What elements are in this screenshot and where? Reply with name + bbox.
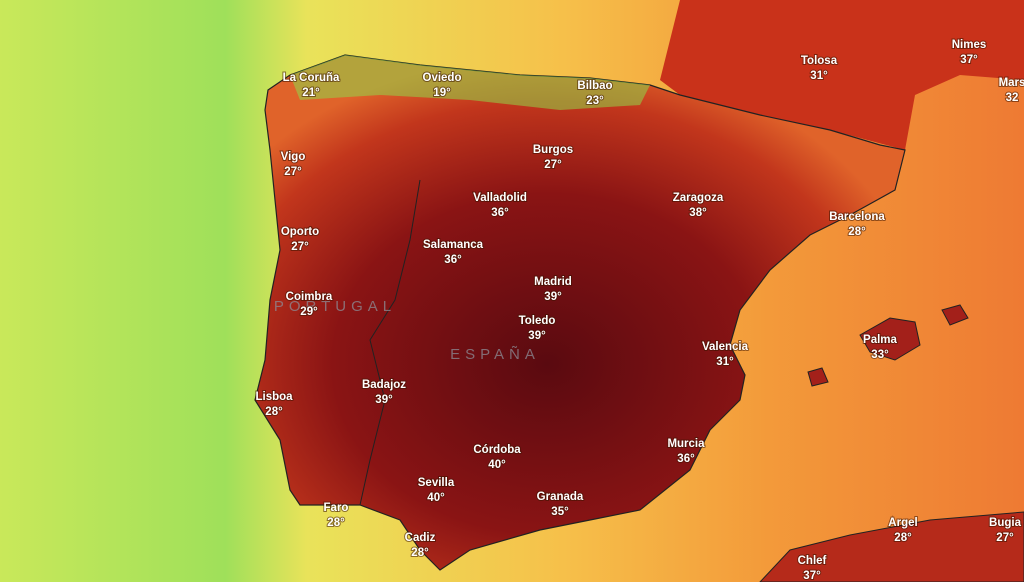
city-temp: 27° [291,241,309,253]
city-name: Burgos [533,144,573,156]
city-temp: 28° [894,532,912,544]
city-temp: 27° [996,532,1014,544]
city-temp: 36° [677,453,695,465]
city-temp: 36° [491,207,509,219]
city-temp: 31° [810,70,828,82]
city-name: La Coruña [283,72,340,84]
city-temp: 19° [433,87,451,99]
menorca [941,304,969,326]
city-temp: 28° [327,517,345,529]
africa [758,511,1024,583]
north-coast [290,55,650,110]
city-name: Oporto [281,226,319,238]
city-name: Valencia [702,341,749,353]
city-name: Badajoz [362,379,406,391]
city-temp: 39° [528,330,546,342]
city-name: Mars [999,77,1024,89]
city-name: Salamanca [423,239,484,251]
city-temp: 23° [586,95,604,107]
city-name: Cadiz [405,532,436,544]
city-temp: 39° [375,394,393,406]
city-temp: 35° [551,506,569,518]
city-temp: 40° [488,459,506,471]
city-name: Chlef [798,555,827,567]
city-name: Madrid [534,276,572,288]
city-temp: 40° [427,492,445,504]
city-name: Argel [888,517,917,529]
city-name: Bilbao [577,80,612,92]
country-label: ESPAÑA [450,346,540,363]
city-temp: 27° [284,166,302,178]
border [359,179,421,506]
city-temp: 39° [544,291,562,303]
city-temp: 37° [960,54,978,66]
mallorca [859,317,921,361]
city-name: Sevilla [418,477,455,489]
city-name: Oviedo [423,72,462,84]
city-temp: 37° [803,570,821,582]
city-name: Valladolid [473,192,527,204]
city-temp: 33° [871,349,889,361]
city-labels: La Coruña 21° Oviedo 19° Bilbao 23° Tolosa 31° N… [254,38,1024,583]
city-name: Lisboa [255,391,293,403]
city-temp: 28° [265,406,283,418]
city-temp: 27° [544,159,562,171]
city-name: Barcelona [829,211,885,223]
city-name: Granada [537,491,584,503]
country-label: PORTUGAL [274,298,396,315]
city-temp: 38° [689,207,707,219]
city-temp: 28° [411,547,429,559]
city-temp: 31° [716,356,734,368]
city-name: Zaragoza [673,192,724,204]
city-temp: 28° [848,226,866,238]
city-temp: 21° [302,87,320,99]
city-name: Coimbra [286,291,333,303]
city-name: Murcia [667,438,705,450]
iberia [254,54,906,571]
city-name: Palma [863,334,897,346]
city-name: Nimes [952,39,987,51]
city-temp: 29° [300,306,318,318]
city-temp: 32 [1006,92,1019,104]
ibiza [807,367,829,387]
city-name: Tolosa [801,55,838,67]
city-name: Toledo [519,315,556,327]
city-name: Bugia [989,517,1022,529]
city-name: Córdoba [473,444,521,456]
city-name: Faro [324,502,349,514]
city-temp: 36° [444,254,462,266]
city-name: Vigo [281,151,306,163]
